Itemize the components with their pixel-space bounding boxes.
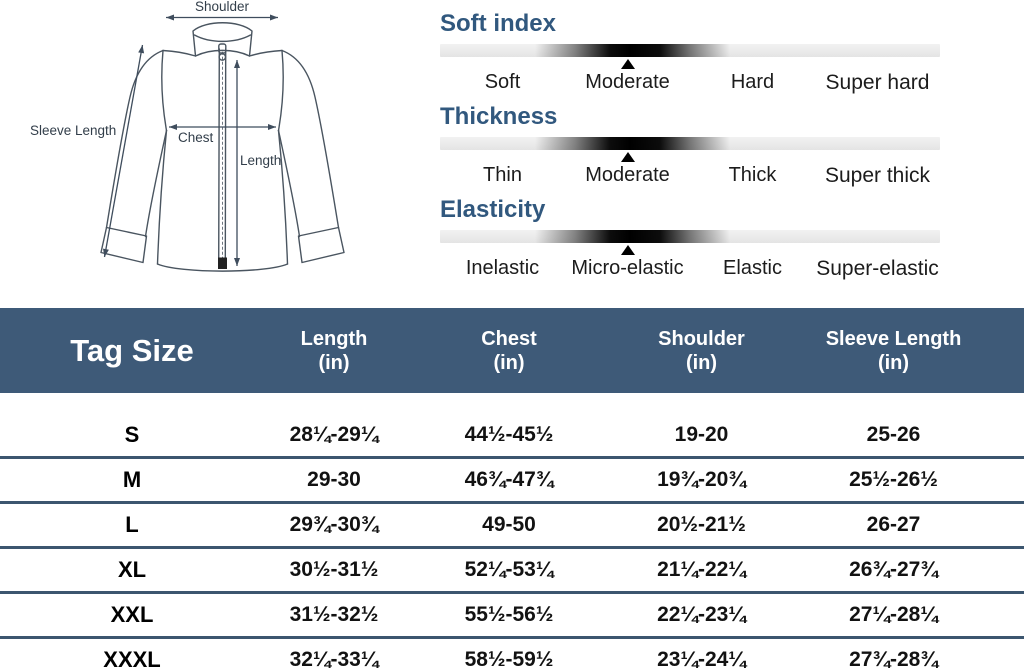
column-header-shoulder: Shoulder (in) [658,327,745,374]
length-label: Length [240,153,281,168]
top-section: Shoulder Sleeve Length Chest Length Soft… [0,0,1024,308]
length-cell: 28¼-29¼ [289,423,379,446]
scale-label: Super thick [824,164,931,187]
shoulder-cell: 19¾-20¾ [657,468,746,491]
size-cell: L [125,512,139,537]
column-header-sleeve-length: Sleeve Length (in) [825,327,962,374]
chest-label: Chest [178,130,214,145]
scale-label: Hard [730,71,775,93]
thickness-gradient-bar [440,137,940,150]
length-cell: 32¼-33¼ [289,648,379,669]
scale-label: Moderate [585,71,670,93]
size-table-body: S 28¼-29¼ 44½-45½ 19-20 25-26 M 29-30 46… [0,414,1024,669]
scale-elasticity: Elasticity Inelastic Micro-elastic Elast… [440,196,945,281]
length-cell: 29¾-30¾ [289,513,379,536]
shoulder-cell: 22¼-23¼ [657,603,746,626]
table-row-xxl: XXL 31½-32½ 55½-56½ 22¼-23¼ 27¼-28¼ [0,594,1024,636]
chest-cell: 52¼-53¼ [464,558,554,581]
chest-cell: 44½-45½ [464,423,554,446]
zipper-bottom-stop [218,257,227,269]
sleeve-length-arrow [103,44,144,258]
length-cell: 29-30 [307,468,361,491]
sleeve-cell: 25-26 [866,423,921,446]
scale-label: Thin [483,164,522,186]
scale-title: Elasticity [440,196,546,223]
scale-labels: Inelastic Micro-elastic Elastic Super-el… [440,257,940,281]
tag-size-header: Tag Size [70,332,194,368]
shoulder-cell: 19-20 [674,423,729,446]
jacket-measurement-diagram: Shoulder Sleeve Length Chest Length [30,0,345,272]
scale-label: Super-elastic [816,257,939,280]
scale-label: Inelastic [465,257,540,279]
column-header-length: Length (in) [300,327,368,374]
row-divider [0,636,1024,639]
scale-label: Soft [484,71,521,93]
sleeve-cell: 26¾-27¾ [849,558,938,581]
scale-label: Thick [728,164,777,186]
soft-index-gradient-bar [440,44,940,57]
table-row-s: S 28¼-29¼ 44½-45½ 19-20 25-26 [0,414,1024,456]
scale-label: Elastic [723,257,782,279]
elasticity-gradient-bar [440,230,940,243]
shoulder-cell: 23¼-24¼ [657,648,746,669]
table-row-l: L 29¾-30¾ 49-50 20½-21½ 26-27 [0,504,1024,546]
sleeve-length-label: Sleeve Length [30,123,116,138]
marker-row [440,243,940,255]
length-cell: 30½-31½ [289,558,379,581]
scale-title: Thickness [440,103,558,130]
length-cell: 31½-32½ [289,603,379,626]
scale-thickness: Thickness Thin Moderate Thick Super thic… [440,103,945,188]
row-divider [0,456,1024,459]
chest-cell: 55½-56½ [464,603,554,626]
scale-title: Soft index [440,10,557,37]
size-cell: XXL [110,602,154,627]
size-cell: XXXL [103,647,161,669]
scale-soft-index: Soft index Soft Moderate Hard Super hard [440,10,945,95]
measurement-arrows [103,16,278,266]
marker-row [440,57,940,69]
sleeve-cell: 27¾-28¾ [849,648,938,669]
table-row-xl: XL 30½-31½ 52¼-53¼ 21¼-22¼ 26¾-27¾ [0,549,1024,591]
table-row-xxxl: XXXL 32¼-33¼ 58½-59½ 23¼-24¼ 27¾-28¾ [0,639,1024,669]
row-divider [0,546,1024,549]
shoulder-cell: 21¼-22¼ [657,558,746,581]
size-cell: S [124,422,140,447]
scale-marker-triangle-icon [620,152,635,162]
chest-cell: 46¾-47¾ [464,468,554,491]
size-cell: M [122,467,142,492]
scale-labels: Thin Moderate Thick Super thick [440,164,940,188]
column-header-chest: Chest (in) [481,327,537,374]
row-divider [0,501,1024,504]
scale-label: Super hard [825,71,930,94]
shoulder-cell: 20½-21½ [657,513,746,536]
jacket-outline [100,22,345,272]
chest-cell: 49-50 [482,513,536,536]
scale-label: Moderate [585,164,670,186]
arrowheads [103,14,278,266]
size-table-header: Tag Size Length (in) Chest (in) Shoulder… [0,308,1024,393]
marker-row [440,150,940,162]
chest-cell: 58½-59½ [464,648,554,669]
sleeve-cell: 27¼-28¼ [849,603,938,626]
scale-labels: Soft Moderate Hard Super hard [440,71,940,95]
sleeve-cell: 26-27 [866,513,921,536]
scale-marker-triangle-icon [620,59,635,69]
scale-marker-triangle-icon [620,245,635,255]
scale-label: Micro-elastic [571,257,684,279]
size-cell: XL [117,557,147,582]
shoulder-label: Shoulder [195,0,250,14]
table-row-m: M 29-30 46¾-47¾ 19¾-20¾ 25½-26½ [0,459,1024,501]
row-divider [0,591,1024,594]
property-scales: Soft index Soft Moderate Hard Super hard… [440,0,945,289]
sleeve-cell: 25½-26½ [849,468,938,491]
